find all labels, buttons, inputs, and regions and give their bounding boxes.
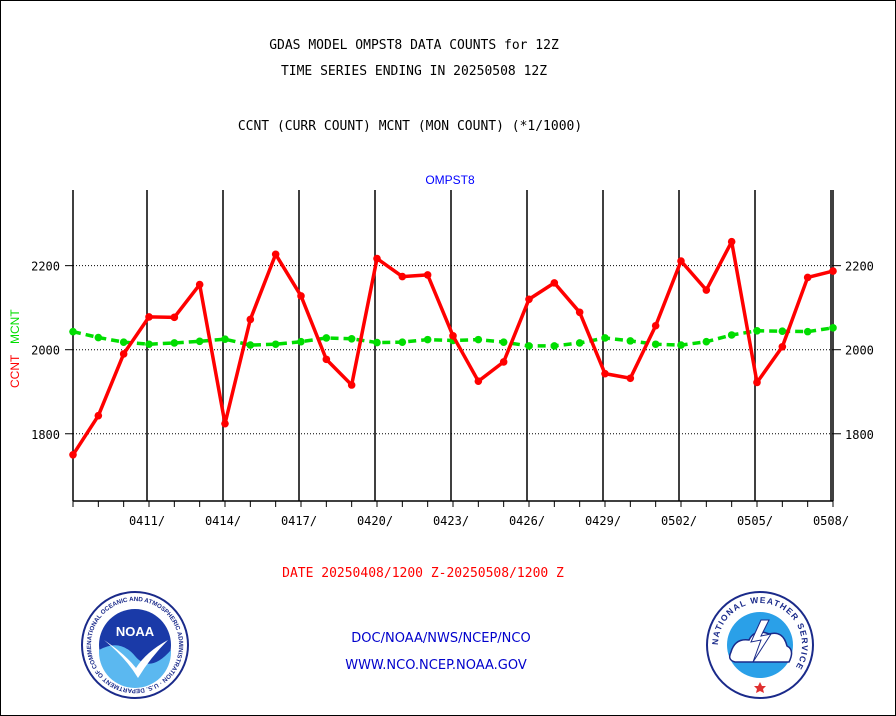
- data-point-ccnt: [246, 315, 255, 324]
- x-tick-label: 0414/: [205, 514, 241, 528]
- data-point-mcnt: [575, 339, 584, 347]
- nws-logo: NATIONAL WEATHER SERVICE: [706, 591, 814, 699]
- x-tick-label: 0420/: [357, 514, 393, 528]
- data-point-ccnt: [626, 374, 635, 383]
- data-point-mcnt: [373, 338, 381, 347]
- data-point-mcnt: [677, 341, 685, 349]
- y-tick-label-right: 1800: [845, 428, 874, 442]
- data-point-ccnt: [499, 358, 508, 366]
- data-point-mcnt: [525, 342, 533, 350]
- date-range-label: DATE 20250408/1200 Z-20250508/1200 Z: [282, 566, 564, 581]
- data-point-ccnt: [322, 355, 331, 364]
- data-point-ccnt: [347, 381, 356, 389]
- x-tick-label: 0508/: [813, 514, 849, 528]
- chart-subtitle: CCNT (CURR COUNT) MCNT (MON COUNT) (*1/1…: [237, 119, 583, 134]
- data-point-ccnt: [221, 419, 229, 428]
- plot-title: OMPST8: [425, 173, 475, 187]
- data-point-ccnt: [702, 286, 711, 294]
- data-point-ccnt: [449, 332, 457, 340]
- data-point-ccnt: [601, 369, 609, 378]
- x-tick-label: 0502/: [661, 514, 697, 528]
- data-point-mcnt: [398, 338, 407, 346]
- data-point-mcnt: [246, 341, 255, 349]
- data-point-ccnt: [94, 411, 103, 420]
- data-point-ccnt: [297, 292, 305, 300]
- data-point-ccnt: [550, 279, 559, 287]
- data-point-mcnt: [119, 338, 128, 346]
- noaa-inner-text: NOAA: [116, 624, 155, 639]
- data-point-ccnt: [170, 313, 179, 322]
- data-point-mcnt: [94, 333, 103, 342]
- x-tick-label: 0429/: [585, 514, 621, 528]
- data-point-ccnt: [727, 237, 736, 246]
- data-point-ccnt: [195, 280, 204, 289]
- website-link[interactable]: WWW.NCO.NCEP.NOAA.GOV: [345, 658, 527, 673]
- data-point-mcnt: [550, 342, 559, 350]
- data-point-ccnt: [271, 250, 280, 259]
- x-tick-label: 0505/: [737, 514, 773, 528]
- data-point-ccnt: [373, 254, 381, 263]
- y-tick-label-left: 2200: [31, 260, 60, 274]
- data-point-mcnt: [601, 334, 609, 342]
- data-point-ccnt: [525, 295, 533, 304]
- data-point-mcnt: [297, 337, 305, 346]
- data-point-ccnt: [803, 273, 812, 282]
- data-point-ccnt: [575, 308, 584, 317]
- data-point-ccnt: [829, 267, 837, 275]
- data-point-mcnt: [474, 335, 483, 344]
- x-tick-label: 0417/: [281, 514, 317, 528]
- data-point-ccnt: [651, 321, 660, 330]
- data-point-mcnt: [829, 324, 837, 332]
- data-point-mcnt: [753, 326, 761, 335]
- data-point-ccnt: [398, 272, 407, 281]
- y-axis-label-mcnt: MCNT: [8, 309, 22, 344]
- data-point-mcnt: [626, 337, 635, 345]
- data-point-mcnt: [347, 334, 356, 343]
- y-tick-label-right: 2000: [845, 344, 874, 358]
- data-point-ccnt: [69, 450, 77, 459]
- data-point-ccnt: [119, 350, 128, 358]
- data-point-mcnt: [322, 334, 331, 342]
- data-point-mcnt: [423, 335, 432, 344]
- org-link[interactable]: DOC/NOAA/NWS/NCEP/NCO: [351, 631, 531, 646]
- y-tick-label-left: 1800: [31, 428, 60, 442]
- data-point-ccnt: [474, 377, 483, 386]
- data-point-mcnt: [170, 339, 179, 347]
- x-tick-label: 0411/: [129, 514, 165, 528]
- data-point-ccnt: [778, 342, 787, 351]
- data-point-mcnt: [499, 338, 508, 346]
- y-tick-label-right: 2200: [845, 260, 874, 274]
- data-point-mcnt: [702, 337, 711, 346]
- data-point-mcnt: [69, 327, 77, 336]
- data-point-ccnt: [423, 271, 432, 279]
- y-tick-label-left: 2000: [31, 344, 60, 358]
- data-point-mcnt: [803, 327, 812, 336]
- data-point-ccnt: [677, 257, 685, 265]
- x-tick-label: 0426/: [509, 514, 545, 528]
- data-point-mcnt: [651, 340, 660, 349]
- data-point-mcnt: [195, 337, 204, 346]
- y-axis-label-ccnt: CCNT: [8, 354, 22, 388]
- data-point-mcnt: [145, 340, 153, 349]
- noaa-logo: NATIONAL OCEANIC AND ATMOSPHERIC ADMINIS…: [80, 590, 189, 699]
- data-point-ccnt: [753, 378, 761, 387]
- data-point-mcnt: [778, 327, 787, 336]
- x-tick-label: 0423/: [433, 514, 469, 528]
- data-point-ccnt: [145, 313, 153, 321]
- data-point-mcnt: [727, 331, 736, 339]
- chart-title-line1: GDAS MODEL OMPST8 DATA COUNTS for 12Z: [269, 38, 559, 53]
- data-point-mcnt: [271, 340, 280, 349]
- series-line-ccnt: [71, 239, 834, 456]
- chart-title-line2: TIME SERIES ENDING IN 20250508 12Z: [280, 64, 548, 79]
- data-point-mcnt: [221, 335, 229, 343]
